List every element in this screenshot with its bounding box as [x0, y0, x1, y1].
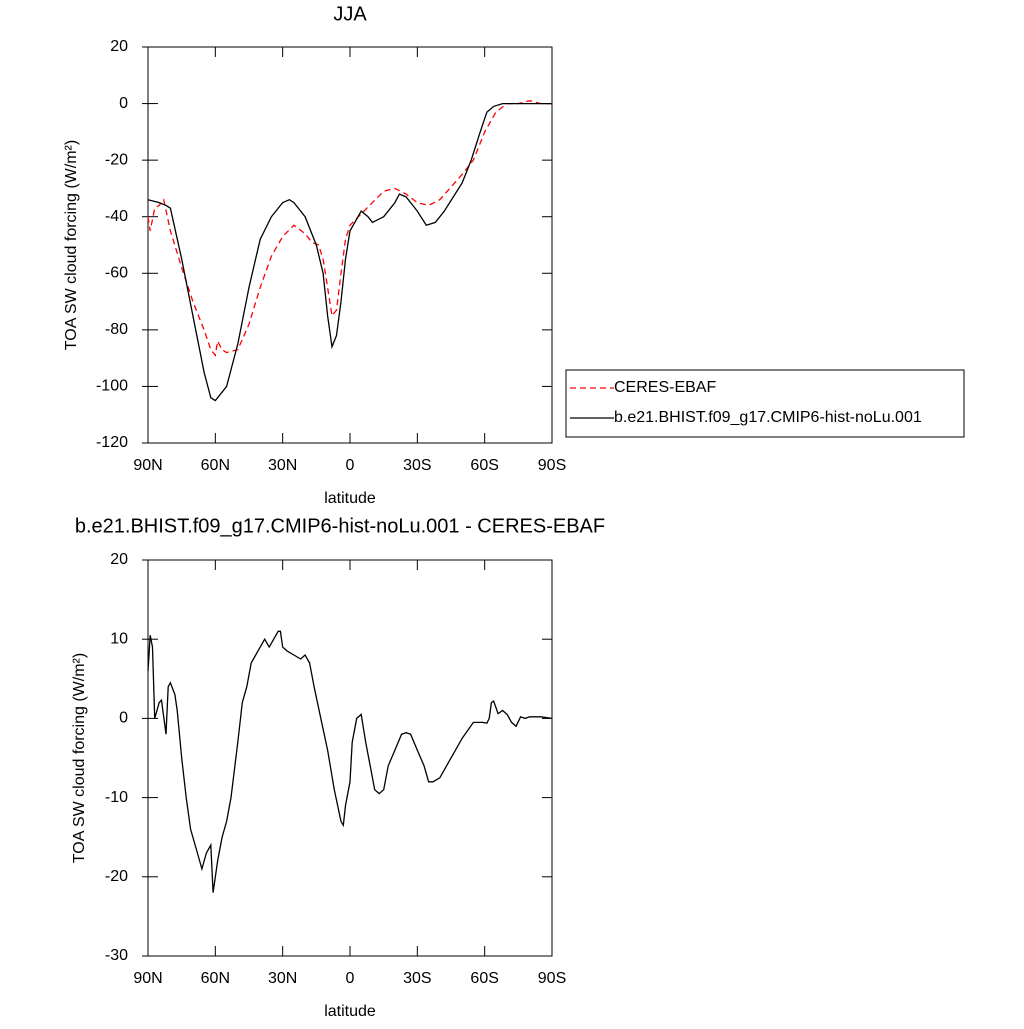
data-line — [147, 102, 552, 402]
x-tick-label: 30N — [268, 970, 297, 987]
y-tick-label: -20 — [105, 151, 128, 168]
y-axis-label: TOA SW cloud forcing (W/m²) — [63, 140, 80, 350]
chart-title: JJA — [333, 3, 367, 25]
x-tick-label: 90S — [538, 457, 566, 474]
x-tick-label: 60S — [470, 457, 498, 474]
y-tick-label: 0 — [119, 710, 128, 727]
legend-box — [565, 369, 965, 438]
legend-label: b.e21.BHIST.f09_g17.CMIP6-hist-noLu.001 — [614, 409, 922, 426]
plot-frame — [147, 559, 553, 957]
x-tick-label: 30S — [403, 457, 431, 474]
y-tick-label: 0 — [119, 95, 128, 112]
data-line — [147, 630, 553, 893]
y-tick-label: -30 — [105, 947, 128, 964]
legend-label: CERES-EBAF — [614, 379, 716, 396]
y-tick-label: -20 — [105, 868, 128, 885]
x-tick-label: 0 — [346, 970, 355, 987]
y-tick-label: -40 — [105, 208, 128, 225]
x-tick-label: 30N — [268, 457, 297, 474]
y-axis-label: TOA SW cloud forcing (W/m²) — [71, 653, 88, 863]
x-tick-label: 60N — [201, 457, 230, 474]
y-tick-label: 10 — [110, 630, 128, 647]
data-line — [147, 100, 552, 357]
x-tick-label: 90N — [133, 970, 162, 987]
plot-frame — [147, 46, 553, 444]
y-tick-label: -120 — [96, 434, 128, 451]
y-tick-label: -60 — [105, 265, 128, 282]
x-tick-label: 90N — [133, 457, 162, 474]
x-tick-label: 60S — [470, 970, 498, 987]
x-tick-label: 90S — [538, 970, 566, 987]
x-tick-label: 30S — [403, 970, 431, 987]
x-axis-label: latitude — [324, 490, 376, 507]
y-tick-label: -10 — [105, 789, 128, 806]
y-tick-label: 20 — [110, 551, 128, 568]
y-tick-label: 20 — [110, 38, 128, 55]
y-tick-label: -100 — [96, 378, 128, 395]
x-tick-label: 0 — [346, 457, 355, 474]
x-axis-label: latitude — [324, 1003, 376, 1020]
x-tick-label: 60N — [201, 970, 230, 987]
chart-title: b.e21.BHIST.f09_g17.CMIP6-hist-noLu.001 … — [75, 515, 605, 537]
y-tick-label: -80 — [105, 321, 128, 338]
